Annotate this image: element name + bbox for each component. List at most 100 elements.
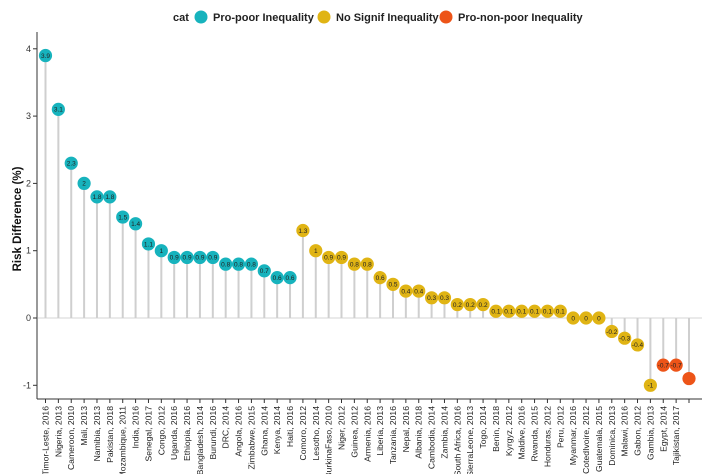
x-tick-label: Dominica, 2013 bbox=[607, 406, 617, 466]
data-point-label: 1 bbox=[160, 248, 164, 255]
data-point bbox=[334, 250, 349, 265]
data-point-label: 3.9 bbox=[41, 53, 50, 60]
x-ticks: Timor-Leste, 2016 Nigeria, 2013 Cameroon, … bbox=[41, 399, 690, 474]
data-point bbox=[64, 156, 78, 170]
x-tick-label: Albania, 2018 bbox=[414, 406, 424, 459]
data-point bbox=[386, 277, 400, 291]
x-tick-label: Zimbabwe, 2015 bbox=[246, 406, 256, 470]
data-point-label: 0.4 bbox=[414, 288, 423, 295]
y-tick-label: 3 bbox=[26, 111, 31, 121]
data-point-label: 0.3 bbox=[440, 295, 449, 302]
data-point-label: 0.6 bbox=[273, 275, 282, 282]
y-tick-label: 2 bbox=[26, 178, 31, 188]
data-point bbox=[682, 371, 696, 386]
x-tick-label: Maldive, 2016 bbox=[517, 406, 527, 460]
data-point bbox=[77, 176, 91, 190]
data-point bbox=[412, 284, 426, 298]
data-point-label: 1.1 bbox=[144, 241, 153, 248]
x-tick-label: Nigeria, 2013 bbox=[53, 406, 63, 457]
data-point-label: 0.1 bbox=[530, 309, 539, 316]
x-tick-label: Uganda, 2016 bbox=[169, 406, 179, 460]
data-point-label: 0.8 bbox=[247, 261, 256, 268]
data-point-label: 0.1 bbox=[543, 309, 552, 316]
data-point bbox=[579, 311, 593, 325]
x-tick-label: Rwanda, 2015 bbox=[530, 406, 540, 462]
data-point bbox=[592, 311, 606, 325]
data-point bbox=[103, 190, 117, 204]
x-tick-label: Burundi, 2016 bbox=[208, 406, 218, 460]
data-point-label: -0.7 bbox=[658, 362, 670, 369]
data-point bbox=[167, 250, 181, 265]
data-point-label: 1 bbox=[314, 248, 318, 255]
data-point bbox=[257, 264, 271, 278]
data-point-label: 0.1 bbox=[517, 309, 526, 316]
legend: cat Pro-poor Inequality No Signif Inequa… bbox=[173, 10, 584, 24]
x-tick-label: Kenya, 2014 bbox=[272, 406, 282, 454]
data-point bbox=[347, 257, 361, 271]
data-point-label: 0 bbox=[597, 315, 601, 322]
x-tick-label: Lesotho, 2014 bbox=[311, 406, 321, 461]
data-point bbox=[489, 304, 503, 318]
x-tick-label: Benin, 2018 bbox=[491, 406, 501, 452]
data-point-label: 1.4 bbox=[131, 221, 140, 228]
data-point-label: 1.8 bbox=[92, 194, 101, 201]
y-tick-label: 4 bbox=[26, 44, 31, 54]
data-point-label: 1.8 bbox=[105, 194, 114, 201]
legend-label-pro-poor: Pro-poor Inequality bbox=[213, 12, 315, 24]
x-tick-label: Gambia, 2013 bbox=[645, 406, 655, 460]
data-point bbox=[450, 297, 464, 312]
dots: 3.93.12.321.8 1.81.51.41.110.9 0.9 0.9 0.90.… bbox=[38, 48, 696, 392]
x-tick-label: Honduras, 2012 bbox=[542, 406, 552, 467]
data-point bbox=[656, 358, 670, 372]
x-tick-label: SierraLeone, 2013 bbox=[465, 406, 475, 474]
data-point bbox=[116, 210, 130, 224]
data-point-label: 0.3 bbox=[427, 295, 436, 302]
data-point bbox=[38, 48, 53, 63]
legend-swatch-pro-poor bbox=[194, 10, 208, 24]
data-point bbox=[270, 271, 284, 285]
x-tick-label: Congo, 2012 bbox=[156, 406, 166, 455]
data-point bbox=[128, 217, 143, 231]
data-point-label: 0.8 bbox=[221, 261, 230, 268]
data-point bbox=[219, 257, 233, 271]
data-point-label: 1.3 bbox=[298, 228, 307, 235]
x-tick-label: Namibia, 2013 bbox=[92, 406, 102, 462]
plot-area: 3.93.12.321.8 1.81.51.41.110.9 0.9 0.9 0.90.… bbox=[38, 48, 702, 392]
data-point-label: 3.1 bbox=[54, 107, 63, 114]
x-tick-label: Zambia, 2014 bbox=[439, 406, 449, 459]
data-point bbox=[206, 250, 220, 265]
legend-swatch-no-signif bbox=[317, 10, 331, 24]
data-point-label: 2.3 bbox=[67, 161, 76, 168]
data-point-label: 0 bbox=[571, 315, 575, 322]
x-tick-label: Niger, 2012 bbox=[337, 406, 347, 450]
data-point-label: 0.9 bbox=[195, 255, 204, 262]
data-point-label: 0.6 bbox=[286, 275, 295, 282]
x-tick-label: Cameroon, 2010 bbox=[66, 406, 76, 470]
x-tick-label: Gabon, 2012 bbox=[633, 406, 643, 456]
x-tick-label: Angola, 2016 bbox=[234, 406, 244, 457]
data-point bbox=[476, 297, 490, 312]
data-point bbox=[399, 284, 413, 298]
data-point-label: 0.5 bbox=[388, 282, 397, 289]
data-point-label: 0.7 bbox=[260, 268, 269, 275]
x-tick-label: Mali, 2013 bbox=[79, 406, 89, 446]
y-axis-title: Risk Difference (%) bbox=[12, 166, 24, 271]
data-point bbox=[322, 250, 336, 265]
data-point bbox=[618, 331, 632, 345]
data-point-label: 0.1 bbox=[504, 309, 513, 316]
x-tick-label: Mozambique, 2011 bbox=[118, 406, 128, 474]
stems bbox=[44, 55, 690, 386]
x-tick-label: Armenia, 2016 bbox=[362, 406, 372, 462]
x-tick-label: Cambodia, 2014 bbox=[427, 406, 437, 469]
x-tick-label: Nepal, 2016 bbox=[401, 406, 411, 453]
data-point bbox=[180, 250, 194, 265]
data-point-label: 0.6 bbox=[376, 275, 385, 282]
legend-entry-no-signif: No Signif Inequality bbox=[317, 10, 440, 24]
x-tick-label: Liberia, 2013 bbox=[375, 406, 385, 456]
data-point-label: 0 bbox=[584, 315, 588, 322]
y-tick-label: 0 bbox=[26, 313, 31, 323]
x-tick-label: Kyrgyz, 2012 bbox=[504, 406, 514, 456]
legend-entry-pro-poor: Pro-poor Inequality bbox=[194, 10, 315, 24]
